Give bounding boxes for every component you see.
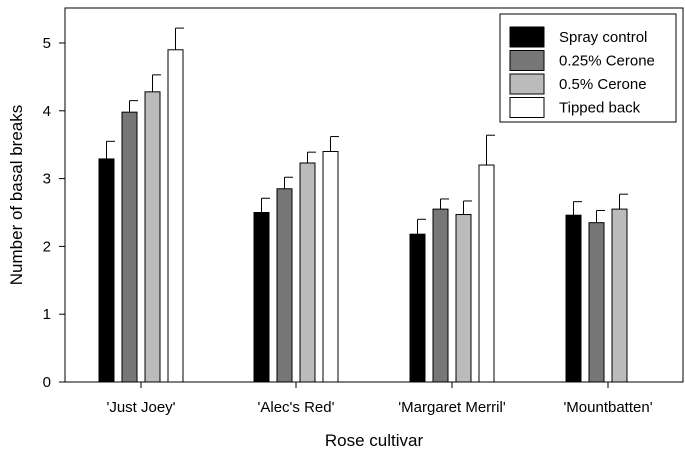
bar-spray-control-3	[565, 214, 582, 383]
bars-layer	[98, 49, 628, 383]
legend-swatch	[509, 97, 545, 118]
plot-area-frame	[64, 7, 684, 383]
error-bars-layer	[106, 27, 628, 235]
legend-label: Spray control	[559, 29, 647, 46]
y-tick-label: 0	[43, 374, 51, 391]
bar-0-25-cerone-2	[432, 208, 449, 383]
y-tick-label: 1	[43, 306, 51, 323]
bar-spray-control-1	[253, 212, 270, 383]
x-axis-title: Rose cultivar	[325, 431, 424, 450]
bar-0-5-cerone-2	[455, 214, 472, 383]
legend-swatch	[509, 73, 545, 95]
legend-swatch	[509, 50, 545, 71]
x-tick-label: 'Just Joey'	[106, 399, 175, 416]
y-tick-label: 2	[43, 238, 51, 255]
legend-label: 0.5% Cerone	[559, 76, 647, 93]
legend-label: Tipped back	[559, 100, 641, 117]
bar-0-5-cerone-1	[299, 162, 316, 383]
bar-spray-control-0	[98, 158, 115, 383]
x-tick-label: 'Alec's Red'	[258, 399, 335, 416]
y-tick-label: 4	[43, 103, 51, 120]
bar-0-25-cerone-0	[121, 111, 138, 383]
x-tick-label: 'Margaret Merril'	[398, 399, 506, 416]
x-axis: 'Just Joey' 'Alec's Red' 'Margaret Merril'…	[106, 382, 653, 416]
bar-tipped-back-1	[322, 150, 339, 383]
legend-label: 0.25% Cerone	[559, 53, 655, 70]
y-tick-label: 3	[43, 171, 51, 188]
legend-swatch	[509, 26, 545, 48]
bar-spray-control-2	[409, 233, 426, 383]
bar-0-25-cerone-1	[276, 188, 293, 383]
bar-tipped-back-0	[167, 49, 184, 383]
legend: Spray control 0.25% Cerone 0.5% Cerone Tipp…	[499, 13, 677, 123]
bar-tipped-back-2	[478, 164, 495, 383]
x-tick-label: 'Mountbatten'	[563, 399, 652, 416]
y-axis-title: Number of basal breaks	[7, 105, 26, 285]
bar-0-5-cerone-3	[611, 208, 628, 383]
bar-0-5-cerone-0	[144, 91, 161, 383]
y-axis: 0 1 2 3 4 5	[43, 35, 65, 391]
bar-0-25-cerone-3	[588, 222, 605, 383]
y-tick-label: 5	[43, 35, 51, 52]
